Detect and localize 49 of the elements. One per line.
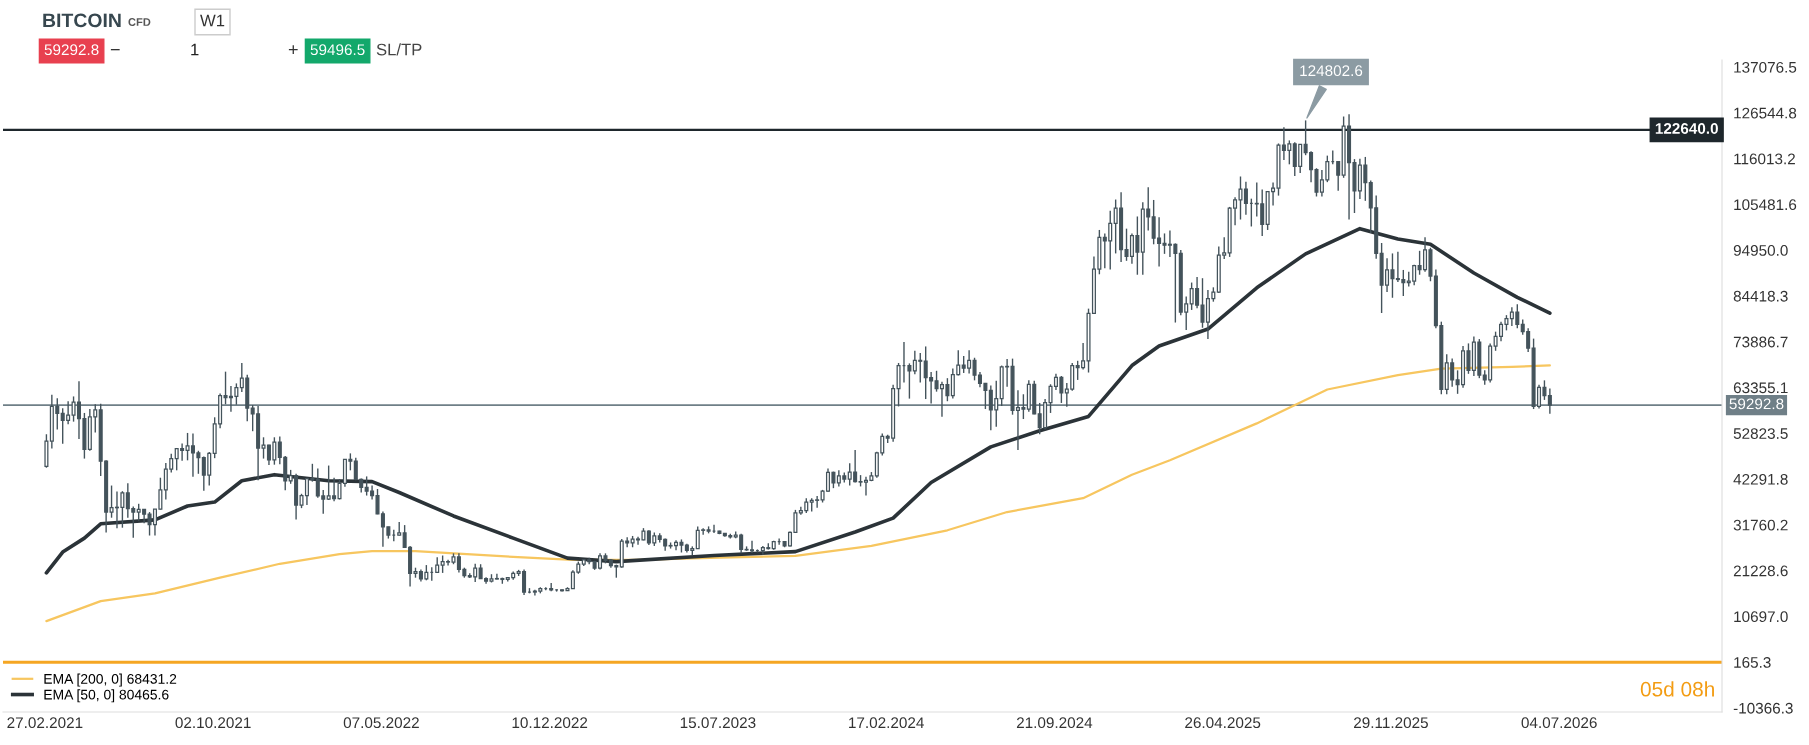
x-tick-label: 02.10.2021 (175, 717, 251, 729)
chart-title: BITCOIN (43, 13, 121, 28)
y-tick-label: 165.3 (1734, 657, 1771, 668)
y-tick-label: 84418.3 (1733, 290, 1788, 302)
x-tick-label: 29.11.2025 (1354, 717, 1428, 729)
x-tick-label: 27.02.2021 (7, 717, 83, 729)
legend-label: EMA [50, 0] 80465.6 (44, 689, 169, 703)
x-tick-label: 26.04.2025 (1185, 717, 1261, 729)
y-tick-label: 21228.6 (1733, 565, 1788, 577)
y-tick-label: 105481.6 (1734, 199, 1797, 211)
y-tick-label: 73886.7 (1733, 336, 1788, 348)
x-tick-label: 21.09.2024 (1016, 717, 1093, 729)
line-series (44, 226, 1552, 575)
x-tick-label: 07.05.2022 (343, 717, 419, 729)
candlestick (749, 540, 755, 554)
candlestick (549, 582, 554, 592)
candlestick (863, 476, 869, 497)
y-tick-label: 42291.8 (1733, 473, 1788, 485)
y-tick-label: 31760.2 (1733, 519, 1788, 531)
y-tick-label: -10366.3 (1733, 702, 1793, 714)
y-tick-label: 116013.2 (1734, 153, 1795, 165)
text: + (288, 45, 298, 55)
candlestick (896, 362, 901, 408)
text: W1 (200, 14, 225, 27)
x-tick-label: 10.12.2022 (512, 717, 588, 729)
candlestick (907, 362, 912, 400)
annotation: 124802.6 (1300, 65, 1363, 77)
y-tick-label: 10697.0 (1734, 611, 1788, 623)
x-tick-label: 17.02.2024 (849, 717, 924, 729)
text: 1 (191, 43, 199, 56)
text: 59292.8 (44, 44, 99, 56)
chart-subtitle: CFD (128, 18, 151, 26)
y-tick-label: 63355.1 (1733, 382, 1788, 394)
legend-label: EMA [200, 0] 68431.2 (44, 673, 177, 687)
text: 59496.5 (310, 44, 365, 56)
y-tick-label: 52823.5 (1733, 428, 1788, 439)
x-tick-label: 04.07.2026 (1521, 717, 1597, 729)
candlestick (1547, 387, 1552, 415)
annotation: 05d 08h (1640, 681, 1714, 697)
text: SL/TP (376, 43, 422, 56)
x-tick-label: 15.07.2023 (680, 717, 756, 729)
y-tick-label: 137076.5 (1734, 61, 1797, 73)
y-tick-label: 126544.8 (1734, 107, 1797, 119)
y-tick-label: 94950.0 (1733, 245, 1788, 256)
line-series (45, 364, 1551, 623)
candlestick (1336, 160, 1341, 192)
text: − (110, 49, 120, 51)
ref-line-label: 59292.8 (1729, 398, 1784, 410)
ref-line-label: 122640.0 (1655, 123, 1718, 134)
